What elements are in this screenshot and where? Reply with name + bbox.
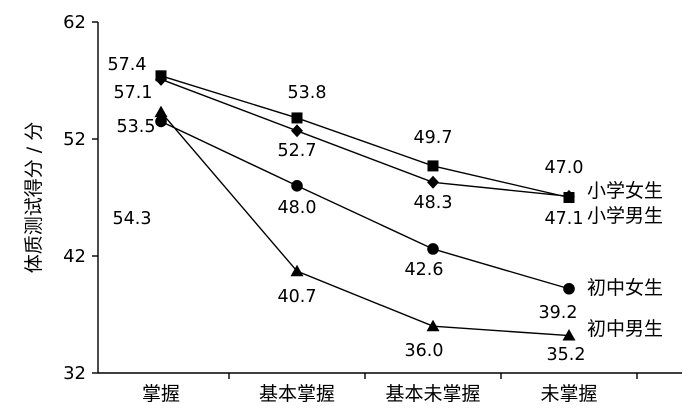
data-label: 57.1	[114, 83, 153, 103]
series-line	[160, 111, 570, 337]
data-point	[154, 105, 168, 118]
series-line	[160, 78, 570, 198]
data-label: 48.3	[414, 193, 453, 213]
data-point	[155, 72, 167, 86]
y-tick-label: 52	[63, 129, 86, 150]
data-label: 49.7	[414, 128, 453, 148]
data-label: 47.0	[545, 158, 584, 178]
data-label: 53.5	[117, 117, 156, 137]
data-point	[155, 115, 167, 128]
data-point	[291, 180, 303, 192]
series-line	[160, 75, 570, 199]
data-label: 57.4	[108, 55, 147, 75]
x-tick-label: 基本掌握	[259, 383, 335, 405]
data-point	[563, 189, 575, 203]
data-point	[426, 319, 440, 332]
series-name-label: 初中男生	[587, 318, 663, 340]
series-line	[160, 120, 570, 290]
data-point	[427, 160, 439, 172]
data-label: 35.2	[547, 345, 586, 365]
x-tick-label: 掌握	[142, 383, 180, 405]
data-label: 40.7	[278, 287, 317, 307]
data-label: 36.0	[405, 341, 444, 361]
data-point	[562, 329, 576, 341]
data-label: 39.2	[539, 303, 578, 323]
y-tick-label: 42	[63, 246, 86, 267]
data-label: 42.6	[405, 260, 444, 280]
data-point	[563, 282, 575, 295]
data-label: 48.0	[278, 198, 317, 218]
series-name-label: 小学男生	[587, 205, 663, 227]
data-label: 47.1	[545, 209, 584, 229]
data-point	[290, 264, 304, 277]
data-point	[427, 243, 439, 255]
data-point	[291, 112, 303, 124]
y-tick-label: 32	[63, 363, 86, 384]
data-label: 53.8	[288, 83, 327, 103]
y-axis-label: 体质测试得分 / 分	[23, 122, 45, 273]
data-label: 54.3	[113, 209, 152, 229]
data-point	[427, 175, 439, 189]
series-name-label: 初中女生	[587, 277, 663, 299]
series-name-label: 小学女生	[587, 180, 663, 202]
data-label: 52.7	[278, 141, 317, 161]
x-tick-label: 基本未掌握	[385, 383, 480, 405]
y-tick-label: 62	[63, 12, 86, 33]
x-tick-label: 未掌握	[540, 383, 597, 405]
data-point	[291, 124, 303, 138]
